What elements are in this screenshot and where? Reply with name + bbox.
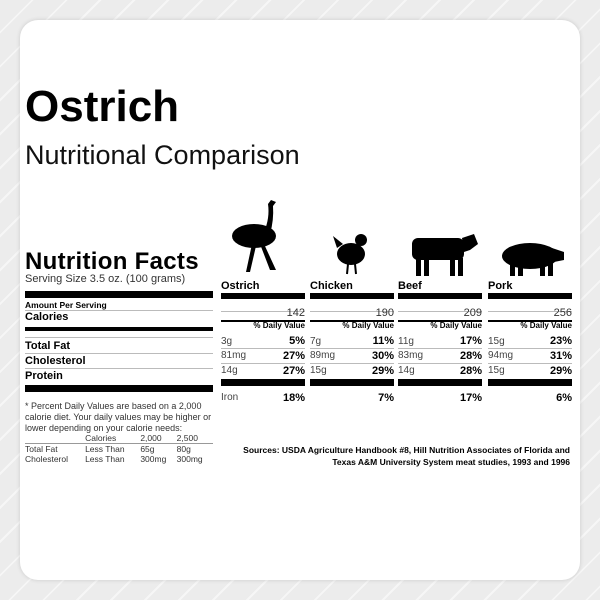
iron-percent: 17% <box>459 392 482 404</box>
animal-name: Beef <box>398 280 422 292</box>
fat-amount: 7g <box>310 336 322 347</box>
cholesterol-amount: 83mg <box>398 350 424 361</box>
cholesterol-percent: 28% <box>459 350 482 362</box>
protein-amount: 15g <box>310 365 327 376</box>
daily-value-header: % Daily Value <box>253 321 305 330</box>
page-title: Ostrich <box>25 82 180 131</box>
calories-value: 256 <box>553 307 572 319</box>
sources: Sources: USDA Agriculture Handbook #8, H… <box>243 445 570 467</box>
animal-name: Pork <box>488 280 513 292</box>
cow-icon <box>412 234 478 276</box>
protein-percent: 29% <box>371 365 394 377</box>
ostrich-icon <box>232 200 276 272</box>
cholesterol-percent: 27% <box>282 350 305 362</box>
animal-column: Ostrich 142 % Daily Value 3g 5% 81mg 27%… <box>221 280 305 410</box>
daily-value-header: % Daily Value <box>520 321 572 330</box>
total-fat-label: Total Fat <box>25 340 71 352</box>
iron-percent: 6% <box>556 392 572 404</box>
page-subtitle: Nutritional Comparison <box>25 140 300 170</box>
cholesterol-percent: 30% <box>371 350 394 362</box>
fat-percent: 5% <box>289 335 305 347</box>
protein-percent: 28% <box>459 365 482 377</box>
calories-value: 209 <box>463 307 482 319</box>
divider <box>25 291 213 298</box>
iron-percent: 18% <box>282 392 305 404</box>
animal-column: Pork 256 % Daily Value 15g 23% 94mg 31% … <box>488 280 572 410</box>
protein-amount: 14g <box>221 365 238 376</box>
cholesterol-amount: 94mg <box>488 350 514 361</box>
divider <box>25 385 213 392</box>
cholesterol-label: Cholesterol <box>25 355 86 367</box>
animal-column: Beef 209 % Daily Value 11g 17% 83mg 28% … <box>398 280 482 410</box>
fat-percent: 17% <box>459 335 482 347</box>
animal-column: Chicken 190 % Daily Value 7g 11% 89mg 30… <box>310 280 394 410</box>
fat-amount: 11g <box>398 336 414 347</box>
protein-label: Protein <box>25 370 63 382</box>
card <box>20 20 580 580</box>
calories-label: Calories <box>25 311 69 323</box>
protein-amount: 14g <box>398 365 415 376</box>
fat-percent: 11% <box>372 335 394 347</box>
animal-name: Chicken <box>310 280 353 292</box>
serving-size: Serving Size 3.5 oz. (100 grams) <box>25 273 186 285</box>
reference-table: Calories 2,000 2,500 Total Fat Less Than 65g… <box>25 433 213 464</box>
animal-name: Ostrich <box>221 280 260 292</box>
fat-amount: 3g <box>221 336 233 347</box>
pig-icon <box>502 243 564 276</box>
protein-percent: 27% <box>282 365 305 377</box>
calories-value: 142 <box>286 307 305 319</box>
calories-value: 190 <box>375 307 394 319</box>
cholesterol-percent: 31% <box>549 350 572 362</box>
chicken-icon <box>333 234 367 275</box>
daily-value-header: % Daily Value <box>342 321 394 330</box>
divider <box>25 327 213 331</box>
protein-amount: 15g <box>488 365 505 376</box>
footnote: * Percent Daily Values are based on a 2,… <box>25 401 212 433</box>
amount-per-serving: Amount Per Serving <box>25 300 107 310</box>
nutrition-facts-heading: Nutrition Facts <box>25 248 199 275</box>
iron-percent: 7% <box>378 392 394 404</box>
cholesterol-amount: 81mg <box>221 350 247 361</box>
daily-value-header: % Daily Value <box>430 321 482 330</box>
fat-amount: 15g <box>488 336 505 347</box>
fat-percent: 23% <box>549 335 572 347</box>
iron-label: Iron <box>221 392 239 403</box>
protein-percent: 29% <box>549 365 572 377</box>
cholesterol-amount: 89mg <box>310 350 336 361</box>
